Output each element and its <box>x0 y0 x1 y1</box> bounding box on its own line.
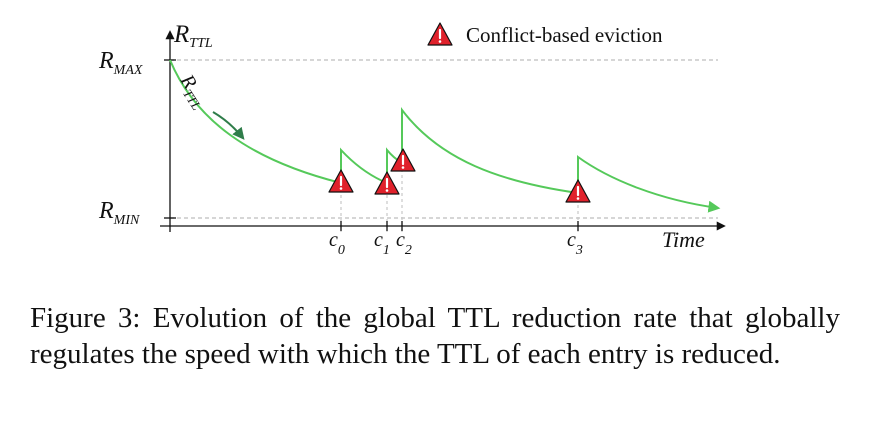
diagram-canvas: RTTL RMAX RMIN Time RTTL c0 c1 c2 c3 Con… <box>98 21 726 258</box>
x-axis-label: Time <box>662 227 705 252</box>
legend-label: Conflict-based eviction <box>466 23 663 47</box>
r-min-label: RMIN <box>98 198 140 228</box>
ttl-curve <box>169 59 721 213</box>
legend-warning-icon <box>427 22 453 46</box>
r-max-label: RMAX <box>98 48 143 78</box>
ttl-diagram: RTTL RMAX RMIN Time RTTL c0 c1 c2 c3 Con… <box>98 21 726 258</box>
figure-caption: Figure 3: Evolution of the global TTL re… <box>30 302 840 370</box>
warning-triangle-icon <box>328 169 354 193</box>
event-label-c1: c1 <box>374 229 390 258</box>
decay-direction-arrow <box>212 111 245 140</box>
y-axis-label: RTTL <box>173 21 213 51</box>
warning-triangle-icon <box>390 148 416 172</box>
warning-triangle-icon <box>565 179 591 203</box>
warning-triangle-icon <box>374 171 400 195</box>
event-label-c2: c2 <box>396 229 412 258</box>
event-label-c0: c0 <box>329 229 345 258</box>
legend: Conflict-based eviction <box>427 22 663 47</box>
event-label-c3: c3 <box>567 229 583 258</box>
